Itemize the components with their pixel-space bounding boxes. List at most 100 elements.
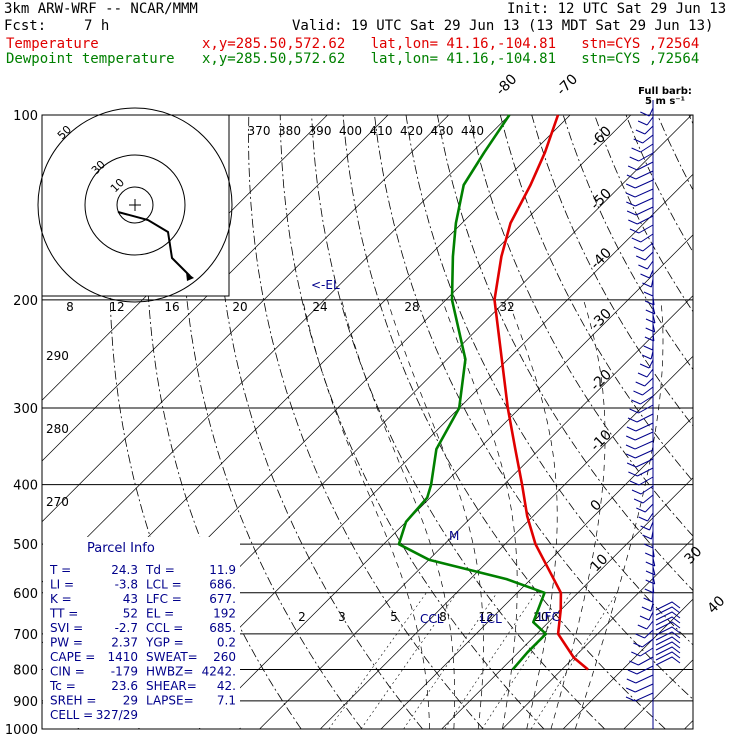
moist-adiabat bbox=[550, 299, 606, 729]
dry-adiabat bbox=[248, 115, 484, 729]
wind-barb bbox=[627, 665, 654, 675]
parcel-label: LI = bbox=[50, 578, 74, 592]
parcel-value: 260 bbox=[213, 650, 236, 664]
wind-barb bbox=[635, 125, 654, 135]
parcel-label: YGP = bbox=[145, 636, 184, 650]
wind-barb bbox=[645, 575, 656, 585]
wind-barb bbox=[625, 440, 654, 450]
wind-barb bbox=[631, 143, 654, 153]
wind-barb bbox=[637, 116, 654, 126]
wind-barb bbox=[639, 611, 654, 621]
pressure-tick-label: 700 bbox=[13, 628, 38, 643]
moist-adiabat bbox=[302, 299, 430, 729]
wind-barb bbox=[644, 332, 655, 342]
wind-barb bbox=[637, 620, 654, 630]
pressure-tick-label: 400 bbox=[13, 479, 38, 494]
wind-barb bbox=[645, 557, 656, 567]
wind-barb bbox=[629, 476, 654, 486]
mixing-ratio-label: 2 bbox=[298, 610, 306, 624]
parcel-value: -179 bbox=[111, 665, 138, 679]
wind-barb bbox=[644, 548, 655, 558]
hodograph-trace bbox=[117, 211, 191, 277]
theta-label: 370 bbox=[248, 124, 271, 138]
isotherm-line bbox=[42, 115, 449, 523]
parcel-label: LFC = bbox=[146, 592, 182, 606]
wind-barb bbox=[645, 323, 656, 333]
parcel-label: CAPE = bbox=[50, 650, 95, 664]
hodograph-arrow bbox=[186, 272, 194, 281]
moist-adiabat-label: 32 bbox=[499, 300, 514, 314]
wind-barb bbox=[629, 224, 654, 234]
wind-barb bbox=[638, 260, 654, 270]
isotherm-label: 30 bbox=[682, 544, 706, 568]
isotherm-label: 40 bbox=[705, 593, 729, 617]
plot-frame bbox=[41, 114, 694, 730]
sounding-marker-lfc: LFC bbox=[538, 610, 560, 624]
dry-adiabat bbox=[181, 115, 363, 729]
dry-adiabat bbox=[374, 115, 693, 700]
parcel-value: 685. bbox=[209, 621, 236, 635]
mixing-ratio-label: 12 bbox=[478, 610, 493, 624]
parcel-label: CELL = bbox=[50, 708, 93, 722]
barb-legend-value: 5 m s⁻¹ bbox=[645, 96, 685, 107]
wind-barb bbox=[655, 641, 681, 651]
parcel-value: 29 bbox=[123, 694, 138, 708]
dry-adiabat bbox=[405, 115, 693, 646]
parcel-value: -3.8 bbox=[115, 578, 138, 592]
parcel-value: 7.1 bbox=[217, 694, 236, 708]
wind-barb bbox=[633, 494, 654, 504]
wind-barb bbox=[626, 197, 654, 207]
forecast-label: Fcst: bbox=[4, 18, 47, 34]
wind-barb bbox=[655, 611, 681, 621]
wind-barb bbox=[633, 242, 654, 252]
valid-time: Valid: 19 UTC Sat 29 Jun 13 (13 MDT Sat … bbox=[292, 18, 714, 34]
wind-barb bbox=[625, 683, 654, 693]
sounding-marker-ccl: CCL bbox=[420, 612, 444, 626]
parcel-value: 2.37 bbox=[111, 636, 138, 650]
moist-adiabat-label: 8 bbox=[66, 300, 74, 314]
wind-barb bbox=[643, 540, 654, 549]
isotherm-line bbox=[259, 295, 693, 729]
sounding-markers: CCL LCL LFC M <-EL bbox=[311, 278, 560, 626]
wind-barb bbox=[639, 359, 654, 369]
wind-barb bbox=[626, 449, 654, 459]
parcel-panel-bg bbox=[43, 537, 240, 728]
dry-adiabat bbox=[215, 115, 423, 729]
mixing-ratio-line bbox=[444, 592, 537, 729]
parcel-info-title: Parcel Info bbox=[87, 541, 155, 556]
parcel-label: T = bbox=[49, 563, 71, 577]
wind-barb bbox=[640, 521, 654, 531]
wind-barb bbox=[637, 368, 654, 378]
parcel-value: -2.7 bbox=[115, 621, 138, 635]
forecast-hour: 7 h bbox=[84, 18, 110, 34]
dewpoint-location: x,y=285.50,572.62 lat,lon= 41.16,-104.81… bbox=[202, 51, 700, 67]
pressure-tick-label: 200 bbox=[13, 294, 38, 309]
isotherm-label: -70 bbox=[554, 71, 581, 98]
wind-barb bbox=[645, 566, 656, 576]
isotherm-line bbox=[198, 234, 693, 729]
moist-adiabat bbox=[341, 299, 455, 729]
wind-barb bbox=[626, 674, 654, 684]
hodograph-ring bbox=[116, 186, 154, 224]
wind-barb bbox=[645, 314, 656, 324]
parcel-label: LAPSE= bbox=[146, 694, 194, 708]
parcel-label: SVI = bbox=[50, 621, 83, 635]
wind-barb bbox=[638, 512, 654, 522]
parcel-value: 23.6 bbox=[111, 679, 138, 693]
wind-barb bbox=[655, 606, 681, 616]
dewpoint-legend: Dewpoint temperature bbox=[6, 51, 175, 67]
wind-barb bbox=[626, 206, 654, 216]
adiabat-label: 280 bbox=[46, 422, 69, 436]
parcel-label: Td = bbox=[145, 563, 175, 577]
theta-labels: 370 380 390 400 410 420 430 440 290 280 270 8 12 16 20… bbox=[46, 124, 515, 509]
pressure-tick-label: 600 bbox=[13, 587, 38, 602]
temperature-legend: Temperature bbox=[6, 36, 99, 52]
wind-barb bbox=[655, 626, 681, 636]
dry-adiabat bbox=[720, 115, 740, 729]
isotherm-label: -50 bbox=[588, 186, 615, 213]
pressure-tick-label: 500 bbox=[13, 538, 38, 553]
isotherm-line bbox=[562, 598, 693, 729]
dry-adiabat bbox=[342, 115, 666, 729]
parcel-label: SREH = bbox=[50, 694, 96, 708]
hodograph-ring bbox=[84, 154, 186, 256]
